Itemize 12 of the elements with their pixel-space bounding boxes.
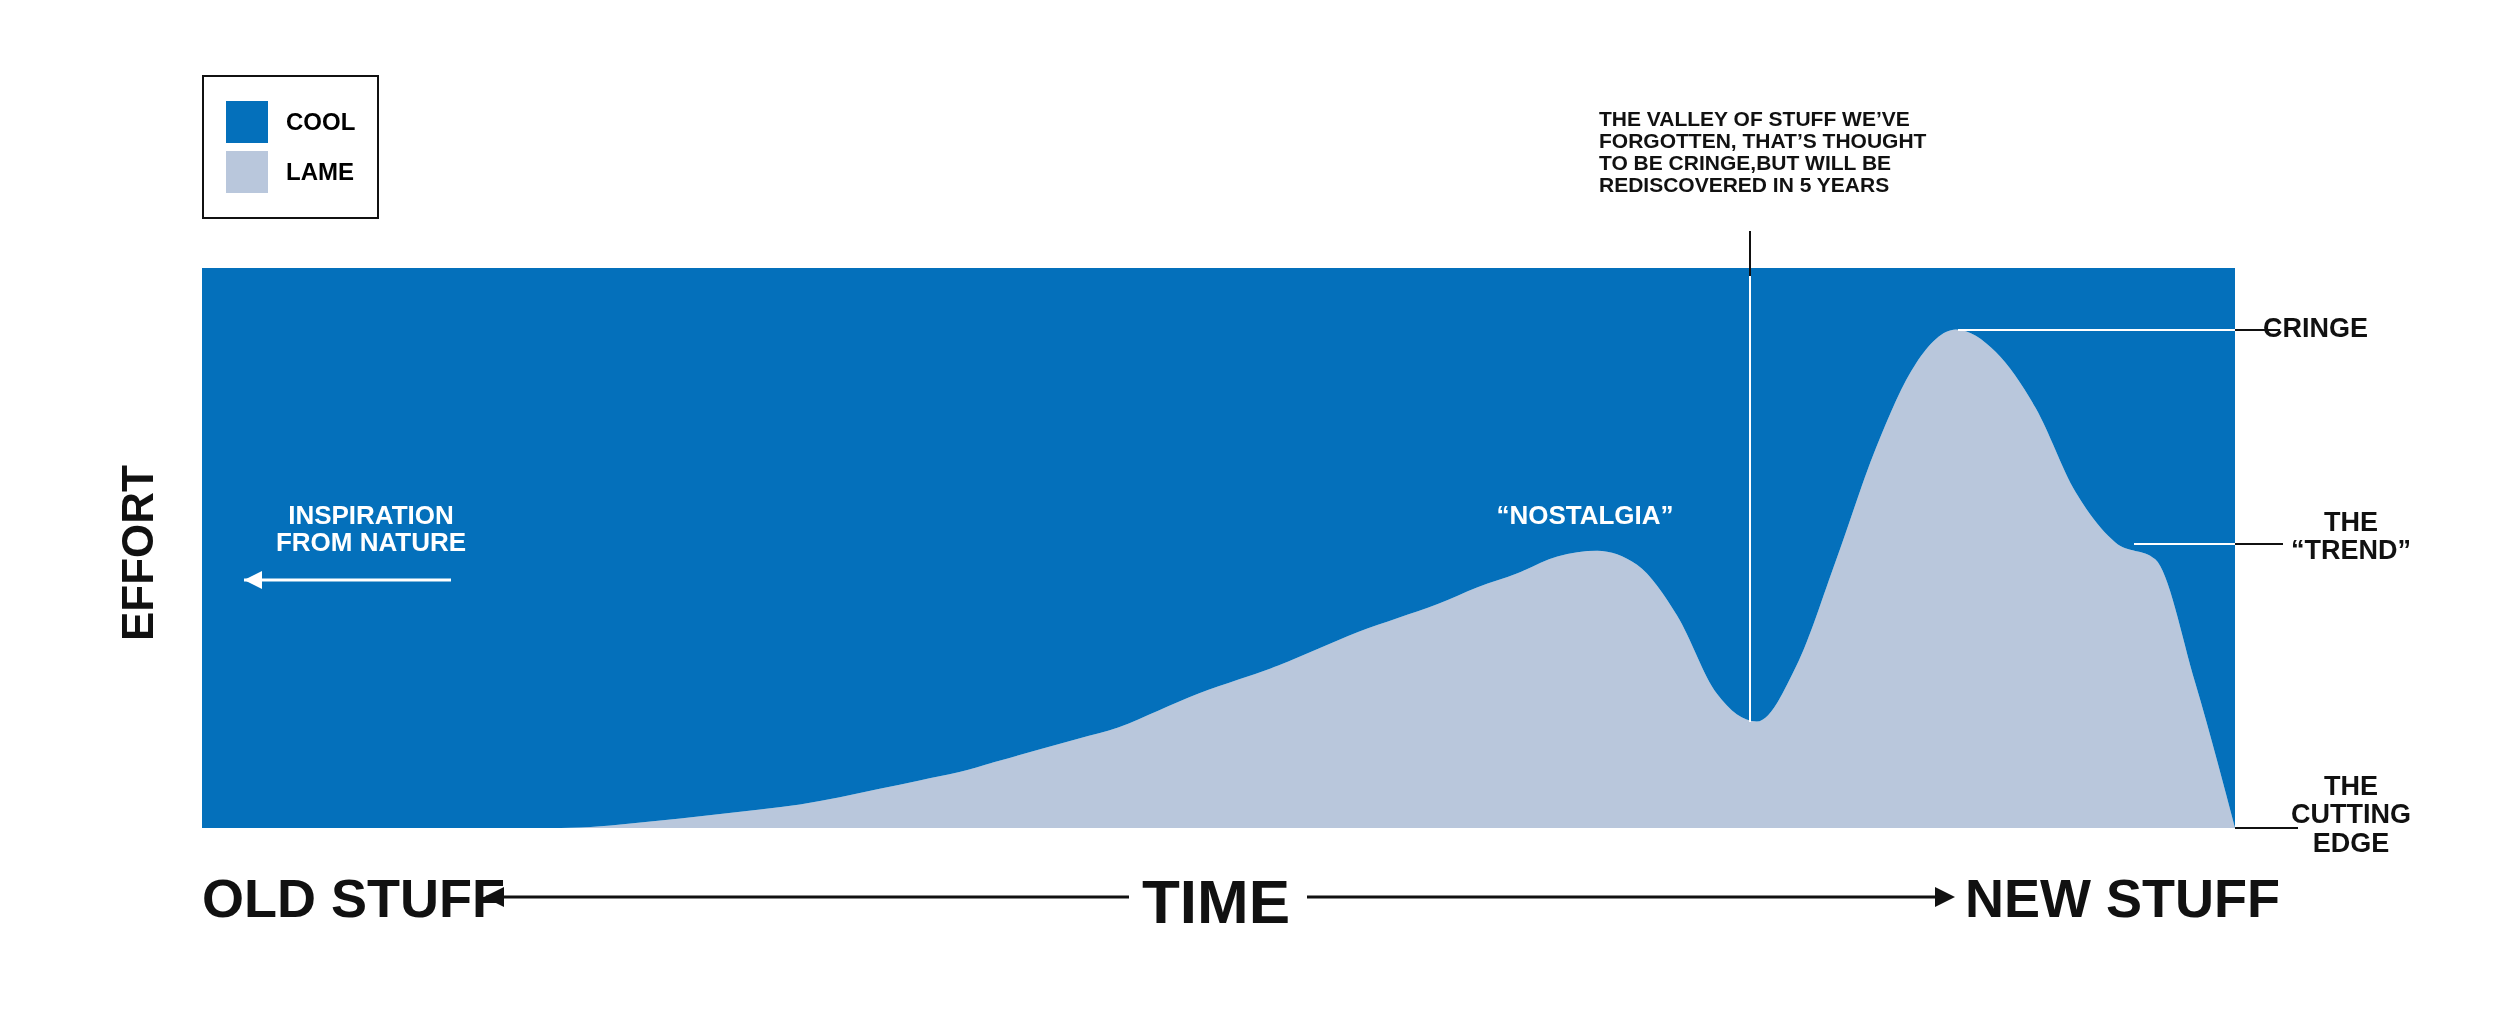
text: OLD STUFF	[202, 868, 505, 928]
annotation: “NOSTALGIA”	[1495, 500, 1675, 530]
legend-label: LAME	[286, 158, 354, 186]
text: NEW STUFF	[1965, 868, 2280, 928]
y-axis-title: EFFORT	[113, 465, 163, 641]
x-axis-title: TIME	[1141, 866, 1291, 937]
text: THE “TREND”	[2291, 507, 2411, 566]
text: THE VALLEY OF STUFF WE’VE FORGOTTEN, THAT’S THOUGHT TO BE CRINGE,BUT WILL BE REDISCOVERED IN 5 YEARS	[1599, 107, 1928, 197]
text: THE CUTTING EDGE	[2291, 771, 2411, 858]
legend-label: COOL	[286, 108, 356, 136]
annotation: INSPIRATION FROM NATURE	[274, 500, 468, 558]
text: CRINGE	[2263, 313, 2369, 343]
